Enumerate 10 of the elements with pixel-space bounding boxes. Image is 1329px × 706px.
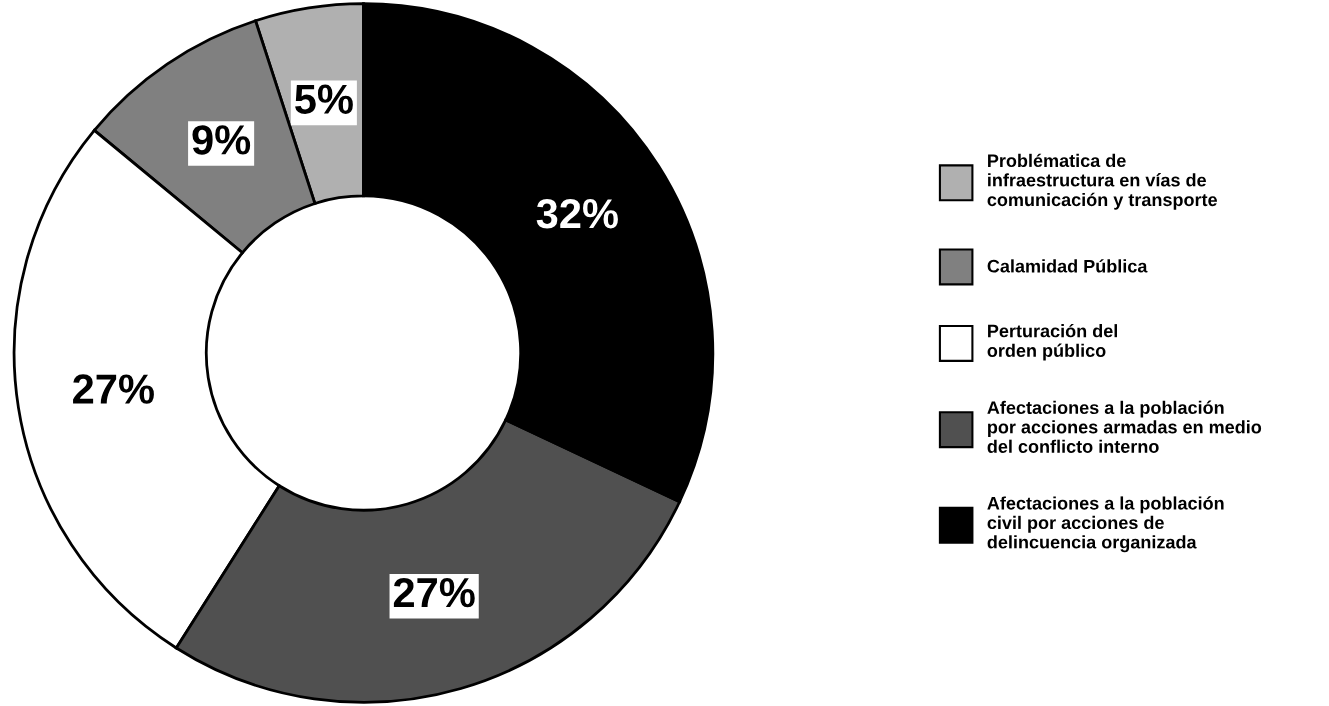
legend-label: Afectaciones a la población civil por acciones de delincuencia organizada bbox=[987, 496, 1224, 553]
data-label: 9% bbox=[192, 125, 251, 155]
data-label: 32% bbox=[536, 198, 618, 229]
legend-label: Perturación del orden público bbox=[987, 323, 1118, 361]
data-label: 27% bbox=[393, 577, 475, 608]
data-label: 5% bbox=[295, 84, 353, 115]
legend-label: Afectaciones a la población por acciones armadas en medio del conflicto interno bbox=[987, 400, 1262, 453]
legend-label: Problématica de infraestructura en vías de comunicación y transporte bbox=[987, 153, 1217, 210]
legend-label: Calamidad Pública bbox=[987, 259, 1148, 273]
data-label: 27% bbox=[73, 374, 154, 404]
